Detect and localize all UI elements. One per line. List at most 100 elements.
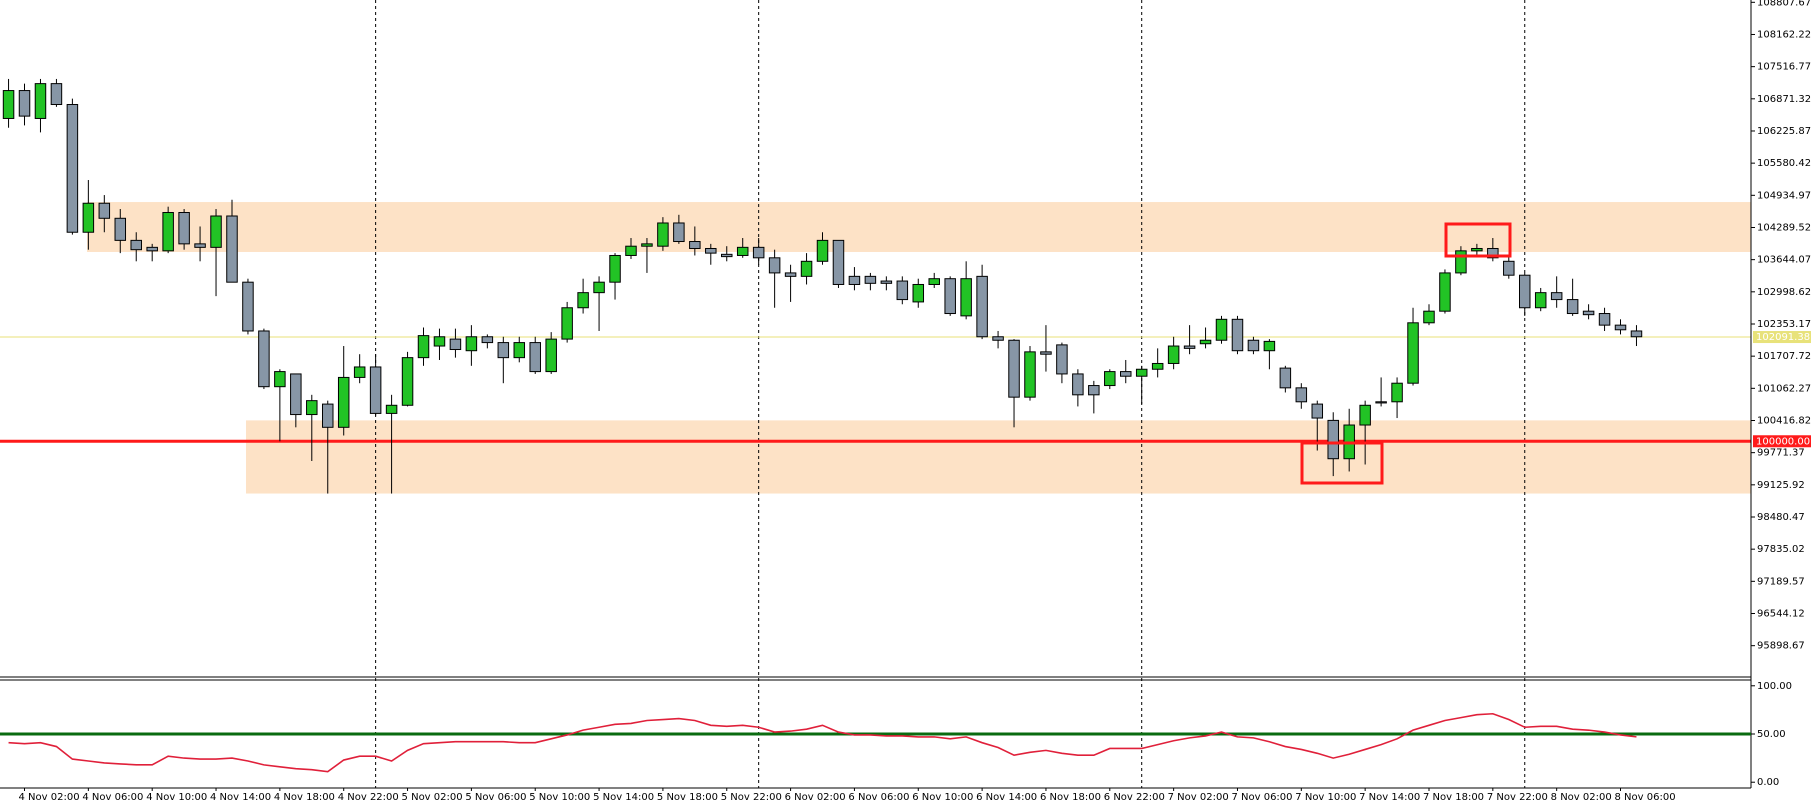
candle-body	[1215, 318, 1228, 341]
candle-body	[1247, 339, 1260, 352]
x-tick-label: 5 Nov 18:00	[657, 792, 718, 803]
candle-body	[1566, 299, 1579, 315]
y-tick-label: 97835.02	[1757, 544, 1805, 555]
x-tick-label: 4 Nov 02:00	[19, 792, 80, 803]
x-tick-label: 5 Nov 06:00	[465, 792, 526, 803]
candle-body	[976, 275, 988, 338]
candle-body	[1439, 272, 1451, 312]
x-tick-label: 8 Nov 06:00	[1615, 792, 1676, 803]
candle-body	[784, 272, 797, 277]
candle-body	[337, 376, 350, 428]
candle-body	[960, 278, 972, 317]
candle-body	[322, 403, 334, 428]
price-label-bg	[1753, 331, 1811, 344]
candle-body	[609, 254, 621, 283]
x-tick-label: 7 Nov 02:00	[1168, 792, 1229, 803]
candle-body	[1423, 310, 1435, 324]
candle-body	[768, 257, 781, 274]
candle-body	[705, 247, 717, 254]
x-tick-label: 4 Nov 06:00	[82, 792, 143, 803]
candle-body	[864, 275, 877, 284]
x-tick-label: 7 Nov 22:00	[1487, 792, 1548, 803]
candle-body	[657, 222, 669, 247]
candle-body	[1024, 351, 1036, 398]
candle-body	[1135, 368, 1148, 377]
candle-body	[353, 366, 366, 378]
x-tick-label: 7 Nov 06:00	[1231, 792, 1292, 803]
candle-body	[1519, 274, 1531, 309]
highlight-box	[1300, 441, 1384, 485]
x-tick-label: 6 Nov 18:00	[1040, 792, 1101, 803]
candle-body	[625, 245, 637, 256]
indicator-tick-label: 0.00	[1757, 777, 1779, 788]
candle-body	[992, 336, 1004, 341]
x-tick-label: 5 Nov 10:00	[529, 792, 590, 803]
candle-body	[1120, 371, 1132, 377]
candle-body	[1263, 340, 1276, 352]
candle-body	[417, 335, 430, 359]
candle-body	[465, 336, 478, 352]
candle-body	[545, 338, 557, 373]
candle-body	[18, 90, 31, 117]
candle-body	[832, 239, 845, 285]
zone	[87, 202, 1751, 252]
candle-body	[385, 404, 398, 414]
y-tick-label: 104289.52	[1757, 222, 1811, 233]
candle-body	[433, 336, 446, 347]
candle-body	[1582, 310, 1595, 316]
candle-body	[274, 371, 286, 388]
candle-body	[529, 342, 541, 373]
candle-body	[1040, 351, 1052, 355]
candle-body	[146, 246, 158, 252]
candle-body	[896, 280, 909, 301]
candle-body	[1534, 292, 1547, 309]
candle-body	[1487, 247, 1499, 259]
candle-body	[481, 336, 494, 344]
price-label: 100000.00	[1756, 436, 1810, 447]
candle-body	[800, 260, 813, 277]
y-tick-label: 102998.62	[1757, 287, 1811, 298]
y-tick-label: 107516.77	[1757, 62, 1811, 73]
y-tick-label: 99771.37	[1757, 448, 1805, 459]
candle-body	[226, 215, 238, 283]
candle-body	[752, 246, 765, 259]
x-tick-label: 7 Nov 18:00	[1423, 792, 1484, 803]
price-label: 102091.38	[1756, 332, 1810, 343]
candle-body	[721, 253, 733, 258]
candle-body	[944, 278, 956, 315]
indicator-line	[8, 712, 1637, 773]
candle-body	[1056, 344, 1068, 375]
candle-body	[816, 239, 829, 262]
x-tick-label: 5 Nov 02:00	[402, 792, 463, 803]
candle-body	[673, 222, 685, 243]
candle-body	[369, 366, 382, 414]
indicator-tick-label: 100.00	[1757, 681, 1792, 692]
candle-body	[449, 338, 462, 351]
candle-body	[1072, 373, 1084, 396]
candle-body	[1614, 324, 1627, 331]
candle-body	[114, 217, 127, 241]
candle-body	[1359, 404, 1371, 426]
candle-body	[577, 292, 589, 309]
highlight-box	[1444, 222, 1512, 258]
y-tick-label: 106871.32	[1757, 94, 1811, 105]
candle-body	[641, 243, 653, 247]
x-tick-label: 5 Nov 14:00	[593, 792, 654, 803]
candle-body	[1630, 330, 1643, 338]
y-tick-label: 102353.17	[1757, 319, 1811, 330]
indicator-tick-label: 50.00	[1757, 729, 1786, 740]
x-tick-label: 4 Nov 18:00	[274, 792, 335, 803]
candle-body	[258, 330, 270, 388]
x-tick-label: 4 Nov 10:00	[146, 792, 207, 803]
candle-body	[1407, 322, 1419, 384]
candle-body	[50, 83, 63, 106]
candle-body	[513, 342, 526, 359]
y-tick-label: 98480.47	[1757, 512, 1805, 523]
x-tick-label: 6 Nov 22:00	[1104, 792, 1165, 803]
candle-body	[1008, 339, 1020, 398]
candle-body	[178, 212, 190, 245]
y-tick-label: 101707.72	[1757, 351, 1811, 362]
y-tick-label: 106225.87	[1757, 126, 1811, 137]
